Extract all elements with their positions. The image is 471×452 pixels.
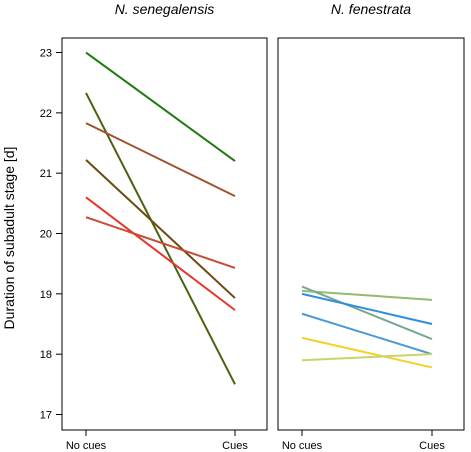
panel-title: N. fenestrata: [331, 1, 411, 17]
series-line-6: [85, 216, 236, 269]
y-tick-label: 17: [40, 410, 52, 422]
series-line-3: [301, 292, 433, 325]
series-line-5: [85, 196, 236, 311]
series-line-1: [301, 289, 433, 301]
series-line-2: [85, 92, 236, 385]
x-tick-label: Cues: [419, 440, 445, 452]
y-tick-label: 19: [40, 289, 52, 301]
x-tick-label: No cues: [282, 440, 323, 452]
y-tick-label: 23: [40, 48, 52, 60]
y-tick-label: 20: [40, 229, 52, 241]
y-axis-label: Duration of subadult stage [d]: [1, 147, 17, 330]
series-line-1: [85, 51, 236, 162]
panel-2: N. fenestrata No cues Cues: [277, 1, 465, 452]
y-tick-label: 22: [40, 108, 52, 120]
series-line-2: [301, 285, 433, 341]
panel-title: N. senegalensis: [115, 1, 215, 17]
x-tick-label: No cues: [66, 440, 107, 452]
series-line-5: [301, 336, 433, 369]
y-tick-label: 18: [40, 349, 52, 361]
series-line-4: [85, 159, 236, 299]
series-line-3: [85, 122, 236, 198]
series-line-6: [301, 353, 433, 362]
panel-frame: [277, 37, 465, 431]
series-line-4: [301, 312, 433, 356]
panel-1: N. senegalensis No cues Cues 17 18 19 20 21 22 23: [40, 1, 268, 452]
panels: N. senegalensis No cues Cues 17 18 19 20 21 22 23…: [40, 1, 465, 452]
x-tick-label: Cues: [222, 440, 248, 452]
y-tick-label: 21: [40, 168, 52, 180]
